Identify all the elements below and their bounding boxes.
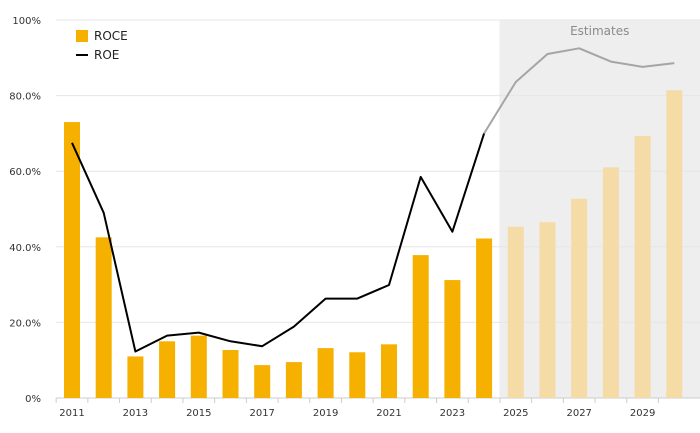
y-tick-label: 100%: [12, 16, 41, 27]
x-tick-label: 2015: [186, 408, 211, 419]
roce-bar: [64, 122, 80, 398]
roce-bar: [381, 344, 397, 398]
roce-bar: [476, 238, 493, 398]
roe-line: [71, 47, 675, 353]
legend-label-roce: ROCE: [94, 29, 128, 43]
roce-bar: [159, 341, 176, 398]
roce-bar: [349, 352, 366, 398]
roce-bar: [190, 335, 207, 398]
roce-bar: [222, 349, 239, 398]
x-tick-label: 2019: [313, 408, 338, 419]
y-tick-label: 0%: [25, 394, 41, 405]
roce-bar: [127, 356, 144, 398]
x-tick-label: 2023: [440, 408, 465, 419]
x-tick-label: 2021: [376, 408, 401, 419]
roce-bar: [95, 237, 112, 398]
estimates-label: Estimates: [570, 24, 629, 38]
roce-bar: [285, 362, 302, 398]
y-axis: 0% 20.0% 40.0% 60.0% 80.0% 100%: [9, 16, 41, 405]
x-tick-label: 2011: [59, 408, 84, 419]
y-tick-label: 60.0%: [9, 167, 41, 178]
x-tick-label: 2017: [249, 408, 274, 419]
roce-bar: [412, 255, 429, 398]
roe-line-actual: [71, 133, 486, 353]
roce-bar: [666, 90, 683, 399]
x-axis: 2011 2013 2015 2017 2019 2021 2023 2025 2027 2029: [55, 398, 659, 419]
legend-label-roe: ROE: [94, 48, 119, 62]
roce-bars: [64, 90, 683, 399]
roce-bar: [634, 136, 651, 398]
legend-swatch-roce: [76, 30, 88, 42]
legend: ROCE ROE: [76, 29, 128, 62]
x-tick-label: 2013: [123, 408, 148, 419]
roce-bar: [571, 198, 588, 398]
y-tick-label: 20.0%: [9, 318, 41, 329]
roce-bar: [444, 280, 461, 398]
y-tick-label: 40.0%: [9, 243, 41, 254]
roce-bar: [602, 167, 619, 398]
roce-bar: [539, 222, 556, 398]
roce-bar: [317, 348, 334, 398]
x-tick-label: 2025: [503, 408, 528, 419]
roce-bar: [254, 365, 271, 398]
roce-bar: [507, 226, 524, 398]
x-tick-label: 2027: [566, 408, 591, 419]
x-tick-label: 2029: [630, 408, 655, 419]
y-tick-label: 80.0%: [9, 92, 41, 103]
roe-line-estimate: [483, 47, 675, 134]
